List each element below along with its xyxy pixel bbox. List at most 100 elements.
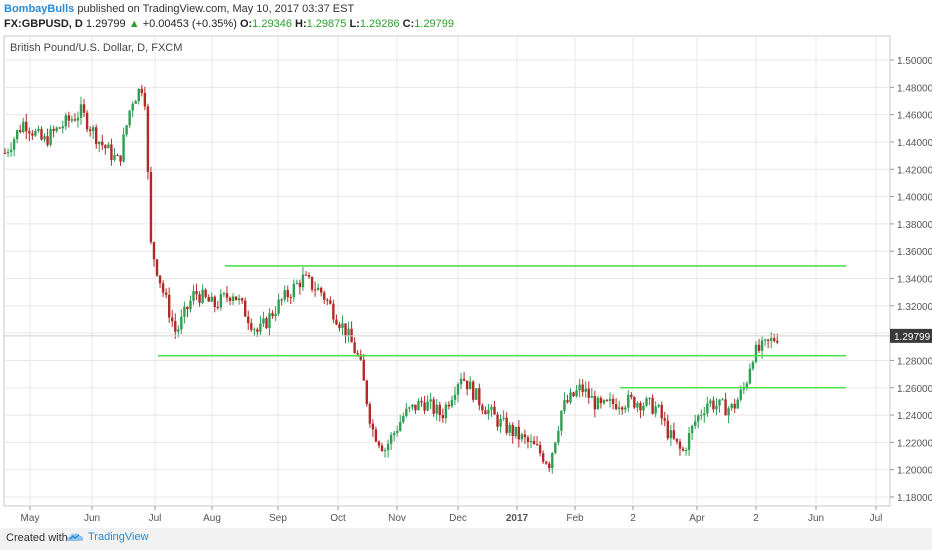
candle-body [727, 408, 730, 416]
candle-body [286, 290, 289, 298]
time-axis[interactable]: May Jun Jul Aug Sep Oct Nov Dec 2017 Feb 2 Apr 2 Jun J… [21, 506, 883, 524]
candle-body [67, 115, 71, 121]
candle-body [85, 112, 89, 130]
candle-body [730, 403, 733, 409]
candle-body [271, 313, 274, 317]
candle-body [484, 410, 487, 415]
candle-body [234, 296, 238, 301]
candle-body [693, 421, 697, 426]
candle-body [146, 106, 150, 172]
candle-body [620, 407, 624, 410]
support-resistance-lines[interactable] [158, 265, 846, 389]
candle-body [137, 88, 140, 102]
plot-area[interactable] [3, 35, 891, 507]
candle-body [31, 133, 34, 136]
candle-body [617, 407, 621, 410]
candle-body [502, 417, 505, 419]
candle-body [52, 129, 55, 132]
candle-body [222, 293, 226, 295]
x-tick-label: Oct [330, 513, 346, 524]
candle-body [487, 409, 490, 415]
candle-body [678, 441, 682, 449]
y-tick-label: 1.44000 [897, 138, 932, 149]
candle-body [91, 127, 95, 132]
candle-body [155, 259, 159, 276]
candle-body [475, 388, 478, 400]
candle-body [6, 152, 10, 154]
price-axis[interactable]: 1.50000 1.48000 1.46000 1.44000 1.42000 1.400… [890, 56, 932, 504]
candle-body [438, 404, 441, 416]
author-link[interactable]: BombayBulls [4, 3, 75, 15]
x-tick-label: Dec [449, 513, 467, 524]
candle-body [426, 401, 429, 411]
candle-body [435, 404, 438, 414]
candle-body [630, 394, 633, 398]
candle-body [776, 340, 779, 343]
candle-body [12, 139, 16, 150]
low-label: L: [349, 18, 360, 30]
candle-body [347, 328, 350, 337]
candle-body [414, 404, 417, 411]
candle-body [608, 398, 612, 401]
open-value: 1.29346 [252, 18, 292, 30]
candle-body [371, 423, 375, 430]
last-price: 1.29799 [85, 18, 126, 30]
candle-body [344, 323, 347, 337]
candle-body [657, 404, 660, 407]
candle-body [441, 415, 445, 419]
candle-body [9, 149, 13, 153]
candle-body [167, 294, 171, 318]
candle-body [508, 424, 511, 433]
candle-body [757, 344, 761, 351]
x-tick-label: May [21, 513, 40, 524]
tradingview-link[interactable]: TradingView [66, 531, 149, 543]
candle-body [697, 415, 700, 422]
candle-body [180, 316, 183, 330]
candle-body [88, 129, 92, 132]
candle-body [429, 399, 432, 402]
candle-body [304, 274, 308, 276]
candle-body [389, 435, 393, 444]
candle-body [566, 400, 569, 403]
candle-body [511, 424, 514, 437]
candle-body [493, 406, 496, 415]
candle-body [198, 294, 201, 303]
candle-body [365, 380, 369, 405]
candle-body [672, 430, 676, 439]
candle-body [538, 444, 542, 454]
candle-body [687, 433, 691, 450]
candle-body [663, 418, 666, 421]
candle-body [119, 155, 122, 162]
candle-body [465, 380, 469, 390]
candle-body [149, 171, 153, 243]
candle-body [259, 323, 262, 332]
candle-body [472, 381, 475, 400]
candle-body [122, 134, 125, 162]
x-tick-label: Sep [269, 513, 287, 524]
candle-body [289, 297, 292, 299]
candle-body [557, 430, 560, 443]
candle-body [468, 381, 472, 390]
candle-body [514, 426, 517, 437]
candle-body [709, 400, 712, 404]
price-chart[interactable]: British Pound/U.S. Dollar, D, FXCM 1.500… [0, 0, 932, 528]
x-tick-label: 2 [630, 513, 636, 524]
candle-body [268, 313, 271, 329]
candle-body [548, 463, 551, 469]
footer: Created with TradingView [0, 528, 932, 550]
candle-body [113, 154, 116, 160]
candle-body [733, 403, 736, 409]
candle-body [581, 384, 584, 392]
candle-body [593, 395, 597, 410]
candle-body [718, 399, 721, 406]
y-tick-label: 1.26000 [897, 384, 932, 395]
candle-body [551, 453, 554, 469]
candle-body [359, 354, 362, 360]
candle-body [456, 384, 460, 395]
y-tick-label: 1.28000 [897, 356, 932, 367]
candle-body [560, 410, 563, 431]
candle-body [529, 440, 533, 442]
low-value: 1.29286 [359, 18, 400, 30]
candle-body [402, 416, 405, 423]
candle-body [481, 405, 484, 411]
